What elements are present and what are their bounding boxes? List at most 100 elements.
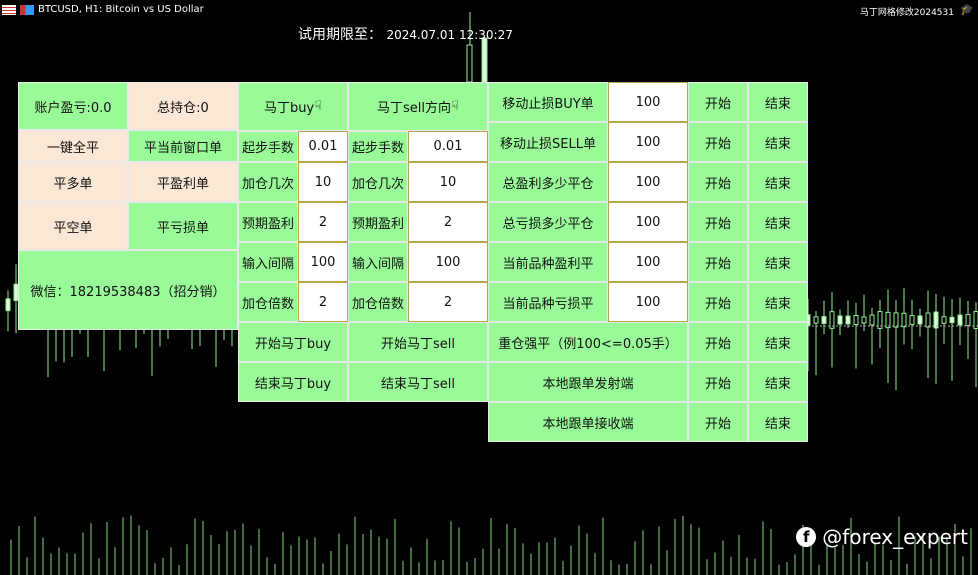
candle-body <box>901 312 907 328</box>
candle-body <box>869 314 875 326</box>
stop-button[interactable]: 结束 <box>748 362 808 402</box>
sell-param-input[interactable]: 100 <box>408 242 488 282</box>
right-row-input[interactable]: 100 <box>608 202 688 242</box>
start-button[interactable]: 开始 <box>688 162 748 202</box>
close-window-button[interactable]: 平当前窗口单 <box>128 130 238 162</box>
sell-param-label: 起步手数 <box>348 131 408 162</box>
stop-button[interactable]: 结束 <box>748 322 808 362</box>
menu-icon[interactable] <box>2 4 16 15</box>
stop-button[interactable]: 结束 <box>748 402 808 442</box>
window-title-bar: BTCUSD, H1: Bitcoin vs US Dollar <box>2 4 204 15</box>
candle-body <box>973 310 978 330</box>
facebook-icon: f <box>796 527 817 547</box>
right-row-input[interactable]: 100 <box>608 242 688 282</box>
stop-button[interactable]: 结束 <box>748 162 808 202</box>
start-button[interactable]: 开始 <box>688 242 748 282</box>
right-row-label: 移动止损SELL单 <box>488 122 608 162</box>
buy-param-input[interactable]: 0.01 <box>298 131 348 162</box>
wechat-contact: 微信：18219538483（招分销） <box>18 250 238 330</box>
right-row-label: 当前品种盈利平 <box>488 242 608 282</box>
stop-button[interactable]: 结束 <box>748 122 808 162</box>
start-martin-buy-button[interactable]: 开始马丁buy <box>238 322 348 362</box>
start-button[interactable]: 开始 <box>688 362 748 402</box>
sell-param-input[interactable]: 0.01 <box>408 131 488 162</box>
right-row-label: 本地跟单发射端 <box>488 362 688 402</box>
trial-expiry: 试用期限至： 2024.07.01 12:30:27 <box>298 24 513 44</box>
stop-button[interactable]: 结束 <box>748 242 808 282</box>
right-row-input[interactable]: 100 <box>608 282 688 322</box>
start-button[interactable]: 开始 <box>688 122 748 162</box>
candle-body <box>917 315 923 325</box>
close-buy-button[interactable]: 平多单 <box>18 162 128 202</box>
candle-body <box>466 44 473 83</box>
buy-param-label: 加仓倍数 <box>238 282 298 322</box>
close-profit-button[interactable]: 平盈利单 <box>128 162 238 202</box>
candle-body <box>877 311 883 329</box>
ea-name: 马丁网格修改2024531 <box>859 8 954 18</box>
buy-param-input[interactable]: 100 <box>298 242 348 282</box>
buy-param-label: 预期盈利 <box>238 202 298 242</box>
sell-param-input[interactable]: 2 <box>408 282 488 322</box>
right-row-label: 当前品种亏损平 <box>488 282 608 322</box>
right-row-input[interactable]: 100 <box>608 82 688 122</box>
account-profit-label: 账户盈亏:0.0 <box>18 82 128 130</box>
sell-param-label: 加仓几次 <box>348 162 408 202</box>
sell-param-label: 预期盈利 <box>348 202 408 242</box>
buy-param-input[interactable]: 2 <box>298 282 348 322</box>
candle-body <box>933 311 939 329</box>
right-row-label: 总亏损多少平仓 <box>488 202 608 242</box>
buy-param-label: 起步手数 <box>238 131 298 162</box>
candle-body <box>957 314 963 326</box>
buy-param-label: 输入间隔 <box>238 242 298 282</box>
right-row-input[interactable]: 100 <box>608 162 688 202</box>
graduation-cap-icon[interactable]: 🎓 <box>960 3 974 16</box>
chart-icon <box>20 4 34 15</box>
martin-buy-label: 马丁buy <box>263 101 315 116</box>
total-positions-label: 总持仓:0 <box>128 82 238 130</box>
candle-body <box>861 316 867 324</box>
watermark-text: @forex_expert <box>822 525 968 549</box>
stop-martin-buy-button[interactable]: 结束马丁buy <box>238 362 348 402</box>
candle-body <box>853 315 859 325</box>
candle-body <box>837 315 843 325</box>
stop-martin-sell-button[interactable]: 结束马丁sell <box>348 362 488 402</box>
right-row-input[interactable]: 100 <box>608 122 688 162</box>
sell-param-input[interactable]: 10 <box>408 162 488 202</box>
buy-param-label: 加仓几次 <box>238 162 298 202</box>
trial-label: 试用期限至： <box>298 27 382 43</box>
candle-body <box>885 311 891 329</box>
martin-buy-header[interactable]: 马丁buy ☟ <box>238 82 348 131</box>
candle-body <box>893 312 899 328</box>
start-button[interactable]: 开始 <box>688 202 748 242</box>
start-button[interactable]: 开始 <box>688 322 748 362</box>
close-all-button[interactable]: 一键全平 <box>18 130 128 162</box>
stop-button[interactable]: 结束 <box>748 282 808 322</box>
candle-body <box>925 312 931 328</box>
stop-button[interactable]: 结束 <box>748 82 808 122</box>
right-row-label: 总盈利多少平仓 <box>488 162 608 202</box>
buy-param-input[interactable]: 2 <box>298 202 348 242</box>
right-row-label: 移动止损BUY单 <box>488 82 608 122</box>
start-button[interactable]: 开始 <box>688 402 748 442</box>
sell-param-label: 输入间隔 <box>348 242 408 282</box>
trial-date: 2024.07.01 12:30:27 <box>386 28 513 42</box>
close-loss-button[interactable]: 平亏损单 <box>128 202 238 250</box>
sell-param-input[interactable]: 2 <box>408 202 488 242</box>
pointer-hand-icon: ☟ <box>451 99 459 114</box>
candle-body <box>821 316 827 324</box>
martin-sell-label: 马丁sell方向 <box>377 101 452 116</box>
start-button[interactable]: 开始 <box>688 282 748 322</box>
stop-button[interactable]: 结束 <box>748 202 808 242</box>
start-button[interactable]: 开始 <box>688 82 748 122</box>
sell-param-label: 加仓倍数 <box>348 282 408 322</box>
buy-param-input[interactable]: 10 <box>298 162 348 202</box>
start-martin-sell-button[interactable]: 开始马丁sell <box>348 322 488 362</box>
right-row-label: 本地跟单接收端 <box>488 402 688 442</box>
close-sell-button[interactable]: 平空单 <box>18 202 128 250</box>
pointer-hand-icon: ☟ <box>314 99 323 114</box>
candle-body <box>5 298 11 312</box>
martin-sell-header[interactable]: 马丁sell方向 ☟ <box>348 82 488 131</box>
candle-body <box>909 315 915 325</box>
candle-body <box>941 316 947 324</box>
watermark: f @forex_expert <box>796 525 968 549</box>
